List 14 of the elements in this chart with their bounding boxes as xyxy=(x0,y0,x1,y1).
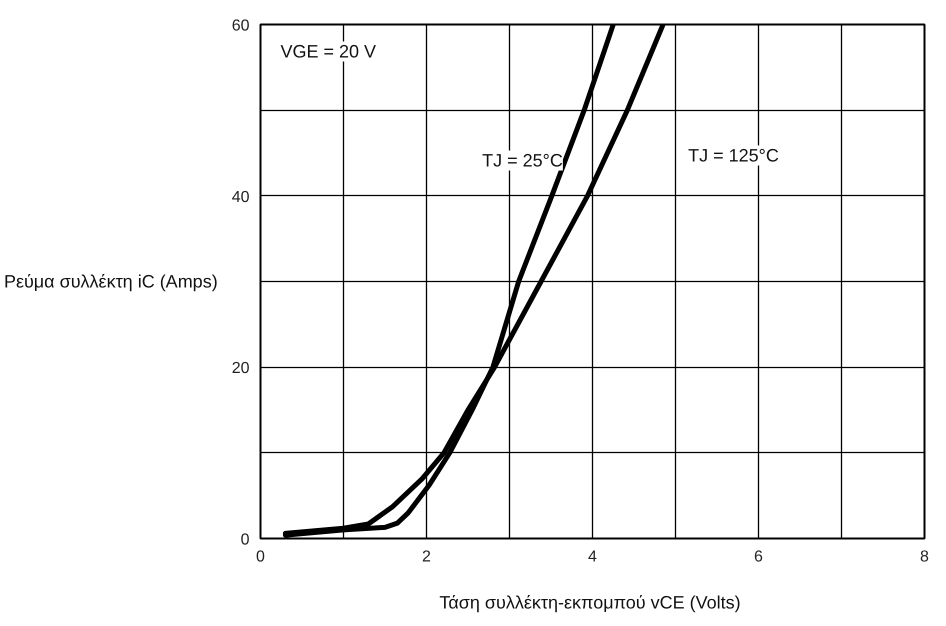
x-tick-label: 8 xyxy=(920,548,930,566)
x-axis-title: Τάση συλλέκτη-εκπομπού vCE (Volts) xyxy=(439,592,741,612)
y-tick-label: 0 xyxy=(240,532,250,548)
x-tick-label: 0 xyxy=(256,548,266,566)
x-tick-label: 6 xyxy=(754,548,764,566)
annotation: TJ = 25°C xyxy=(482,150,563,170)
y-tick-label: 60 xyxy=(232,18,250,34)
y-tick-label: 20 xyxy=(232,360,250,378)
annotation: VGE = 20 V xyxy=(280,42,376,62)
y-axis-title: Ρεύμα συλλέκτη iC (Amps) xyxy=(4,272,218,292)
y-tick-label: 40 xyxy=(232,188,250,206)
annotation: TJ = 125°C xyxy=(688,146,779,166)
x-tick-label: 2 xyxy=(422,548,432,566)
x-tick-label: 4 xyxy=(588,548,598,566)
